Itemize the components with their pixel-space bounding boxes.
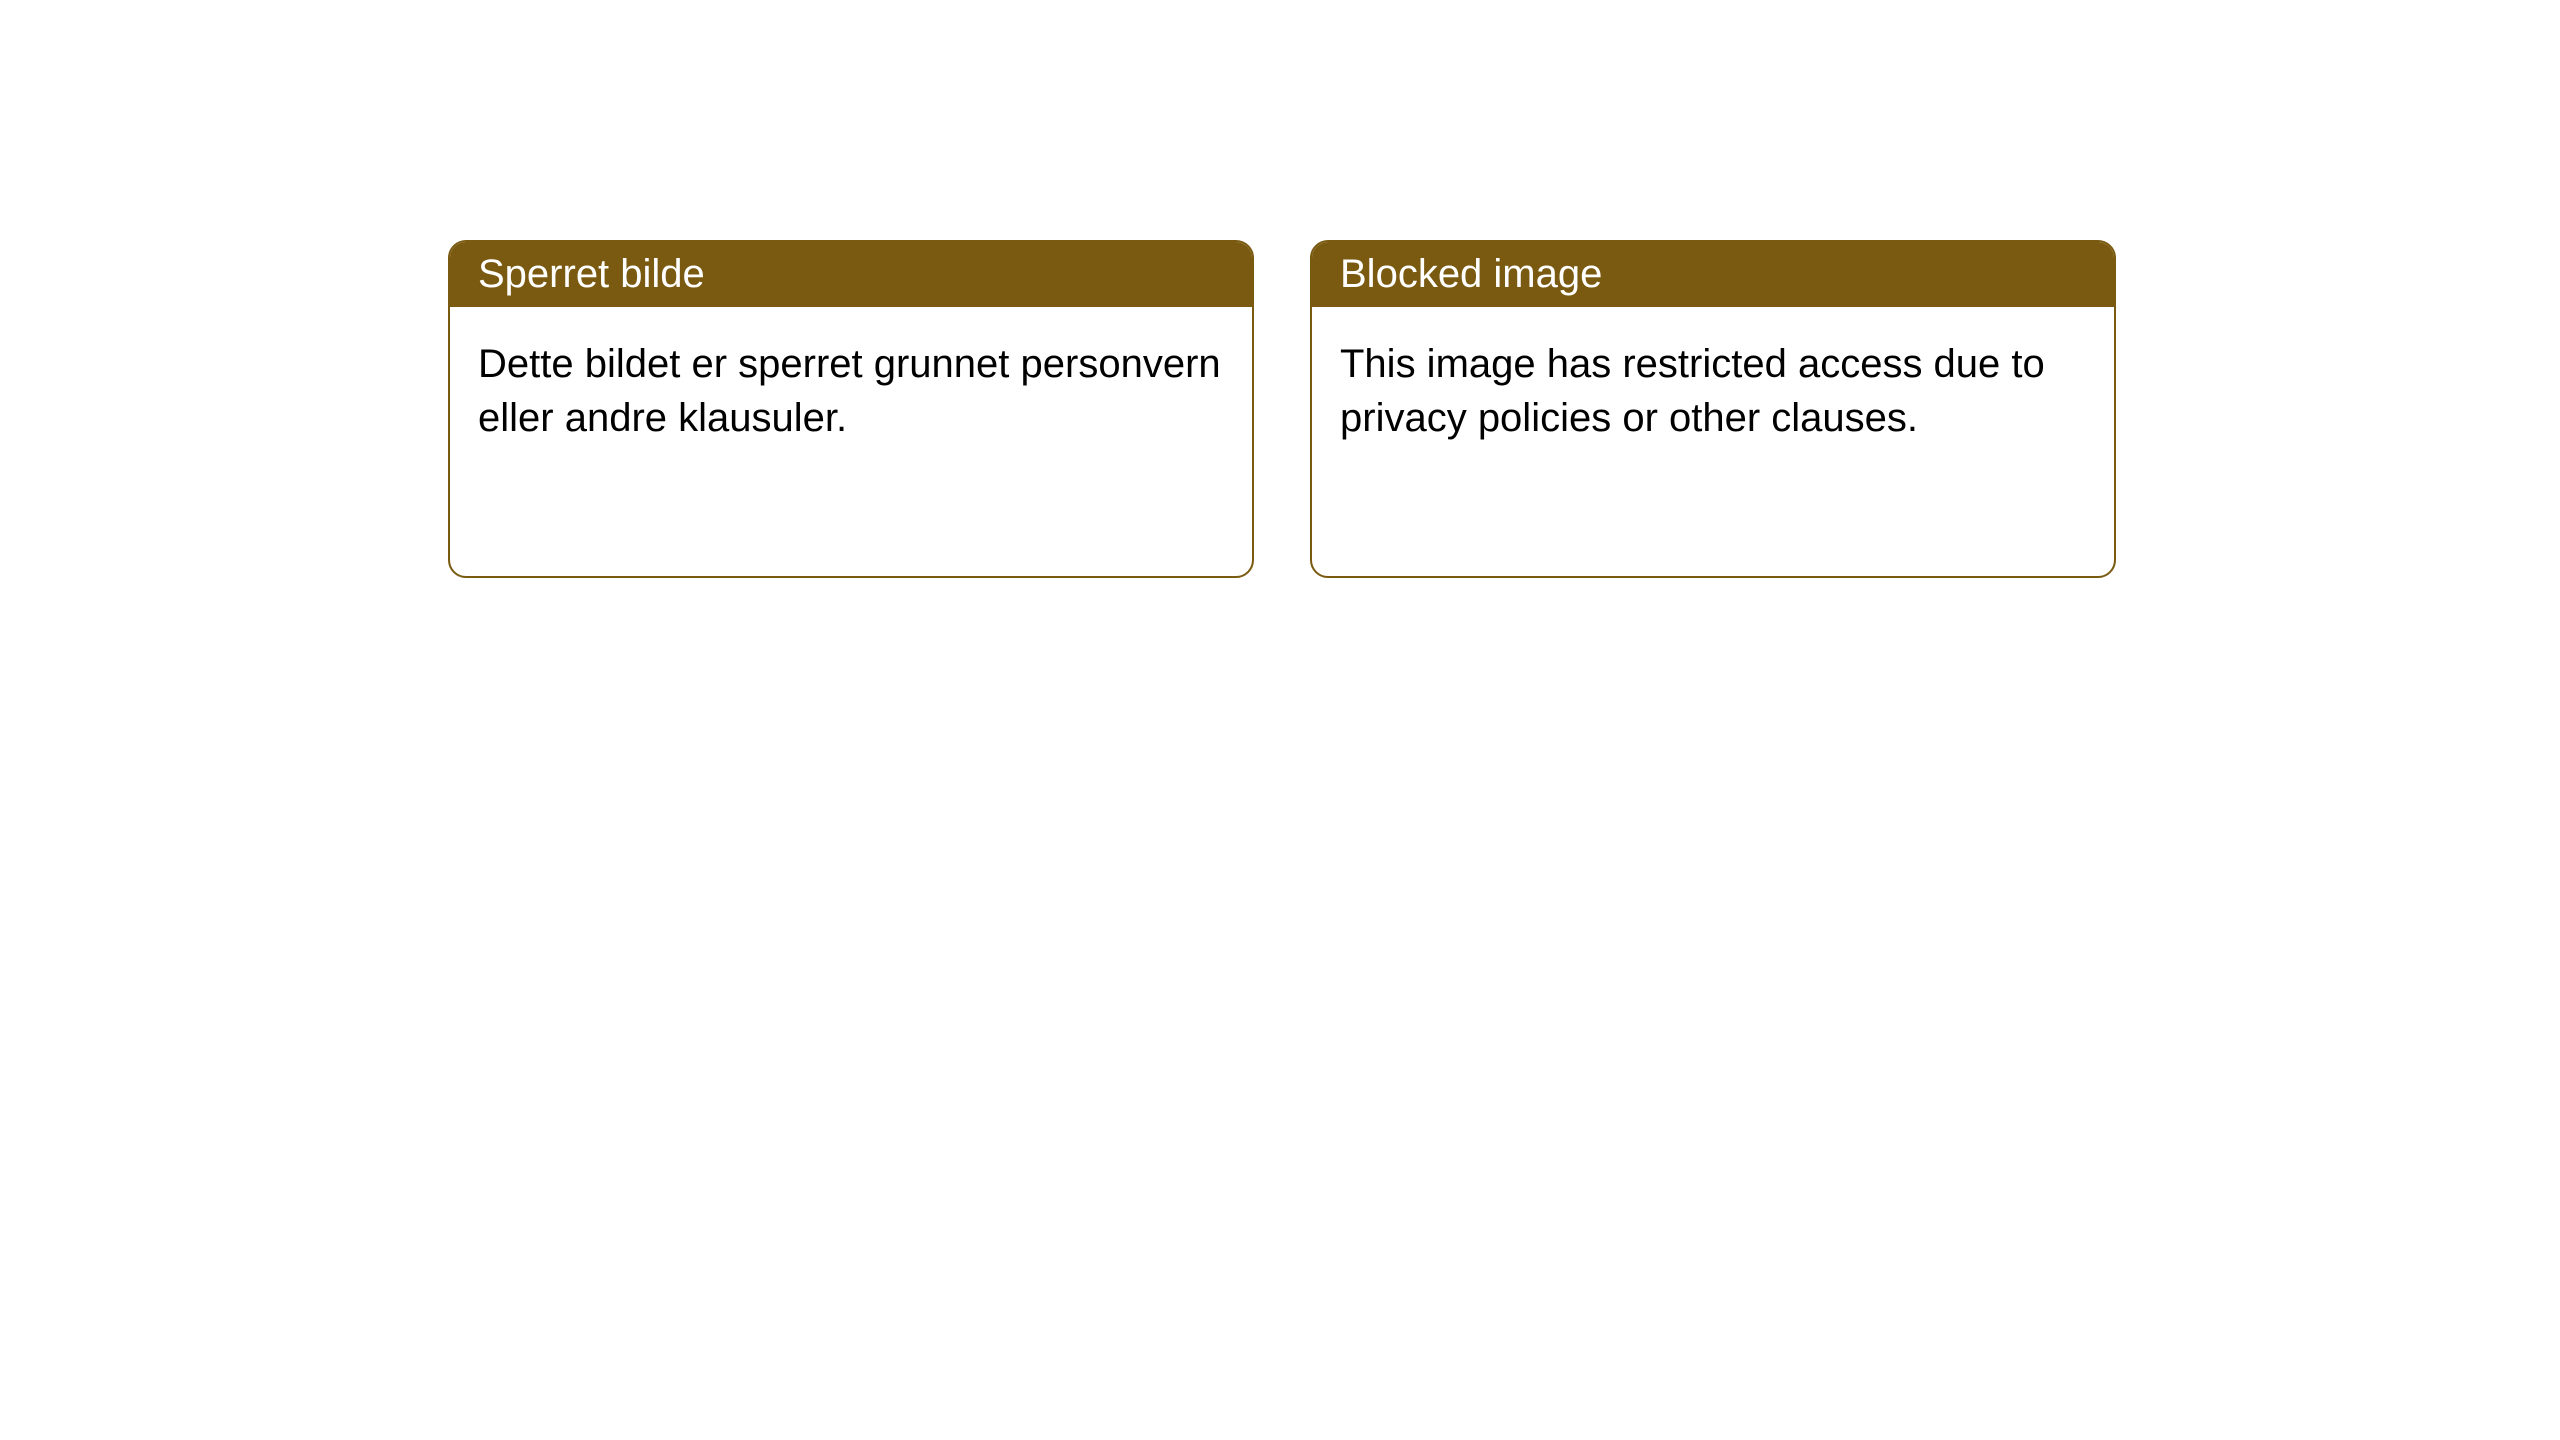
card-header: Blocked image — [1312, 242, 2114, 307]
card-header: Sperret bilde — [450, 242, 1252, 307]
card-body: Dette bildet er sperret grunnet personve… — [450, 307, 1252, 475]
notice-cards-container: Sperret bilde Dette bildet er sperret gr… — [448, 240, 2116, 578]
notice-card-english: Blocked image This image has restricted … — [1310, 240, 2116, 578]
card-body: This image has restricted access due to … — [1312, 307, 2114, 475]
notice-card-norwegian: Sperret bilde Dette bildet er sperret gr… — [448, 240, 1254, 578]
